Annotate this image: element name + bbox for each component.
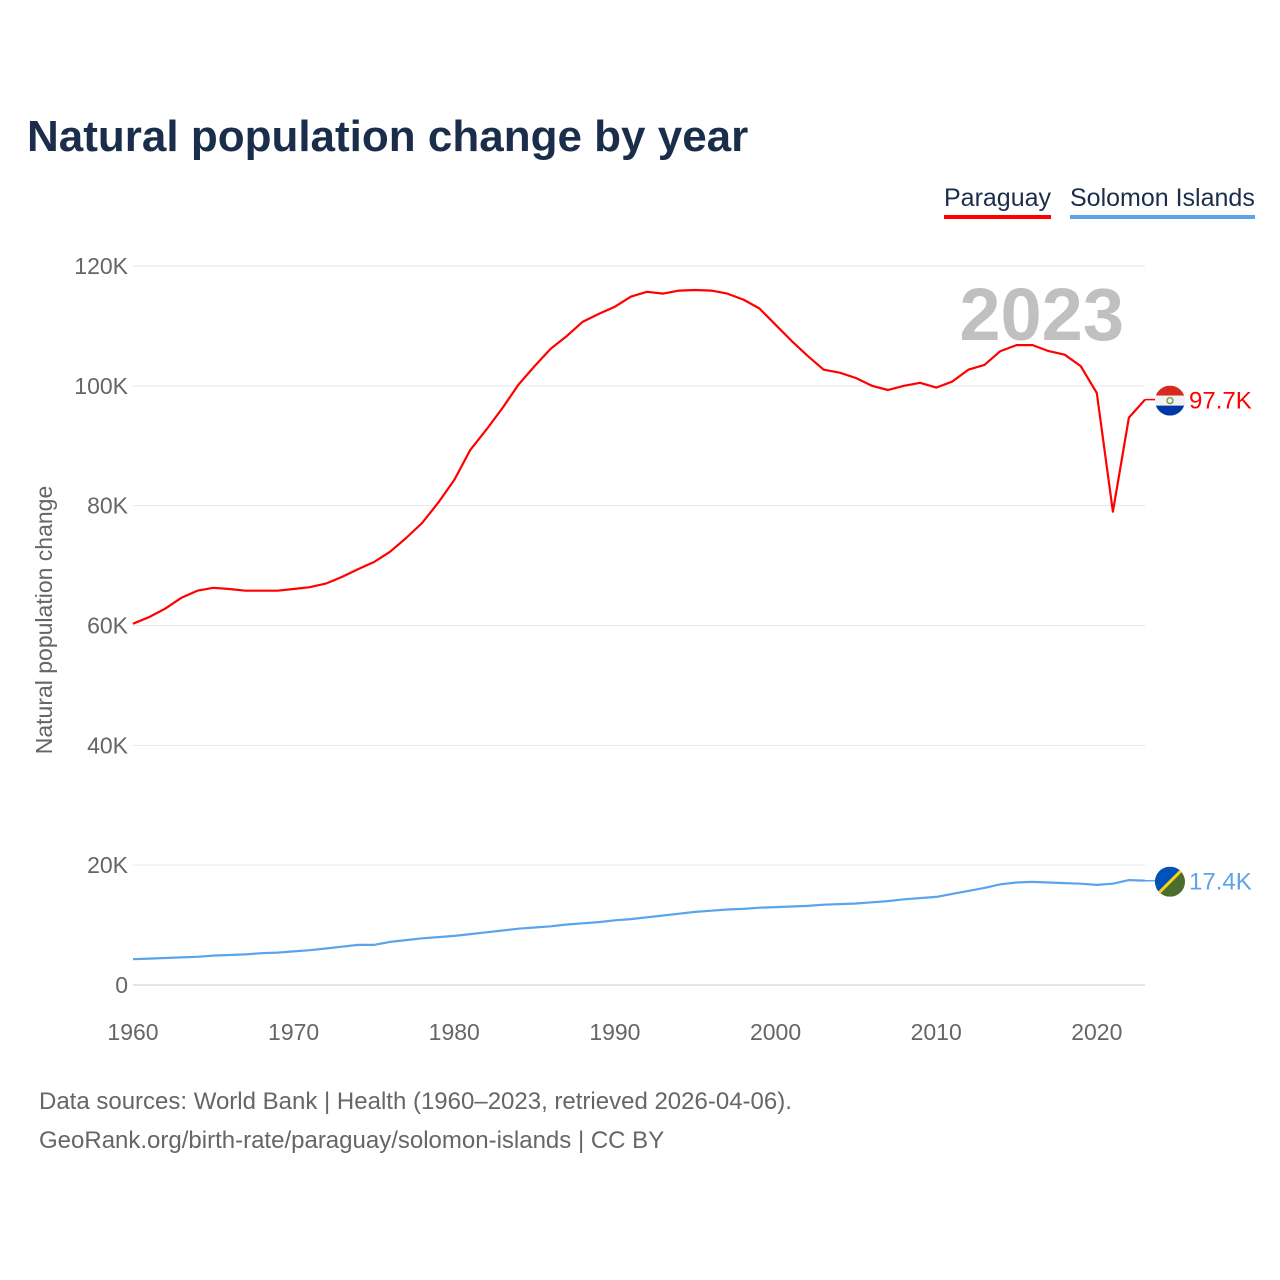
solomon-islands-flag-icon bbox=[1155, 866, 1185, 897]
x-tick-label: 1980 bbox=[429, 1019, 480, 1045]
x-tick-label: 2000 bbox=[750, 1019, 801, 1045]
x-tick-label: 1990 bbox=[589, 1019, 640, 1045]
legend-paraguay[interactable]: Paraguay bbox=[944, 184, 1052, 219]
paraguay-flag-icon bbox=[1155, 385, 1185, 416]
series-line-solomon-islands bbox=[132, 878, 1146, 961]
x-tick-label: 1960 bbox=[107, 1019, 158, 1045]
end-value-label: 97.7K bbox=[1189, 388, 1252, 415]
x-tick-label: 2010 bbox=[911, 1019, 962, 1045]
footer-attribution: GeoRank.org/birth-rate/paraguay/solomon-… bbox=[39, 1127, 665, 1154]
y-tick-label: 100K bbox=[74, 373, 128, 399]
year-watermark: 2023 bbox=[959, 273, 1124, 356]
legend-solomon-islands[interactable]: Solomon Islands bbox=[1070, 184, 1255, 219]
y-axis-label: Natural population change bbox=[31, 486, 57, 755]
y-tick-label: 120K bbox=[74, 253, 128, 279]
y-tick-label: 60K bbox=[87, 613, 129, 639]
footer-sources: Data sources: World Bank | Health (1960–… bbox=[39, 1088, 792, 1115]
y-tick-label: 0 bbox=[115, 972, 128, 998]
chart-title: Natural population change by year bbox=[27, 112, 749, 161]
y-tick-label: 20K bbox=[87, 852, 129, 878]
y-tick-label: 40K bbox=[87, 732, 129, 758]
y-tick-label: 80K bbox=[87, 493, 129, 519]
series-line-paraguay bbox=[132, 288, 1146, 625]
end-value-label: 17.4K bbox=[1189, 869, 1252, 896]
x-tick-label: 2020 bbox=[1071, 1019, 1122, 1045]
x-tick-label: 1970 bbox=[268, 1019, 319, 1045]
